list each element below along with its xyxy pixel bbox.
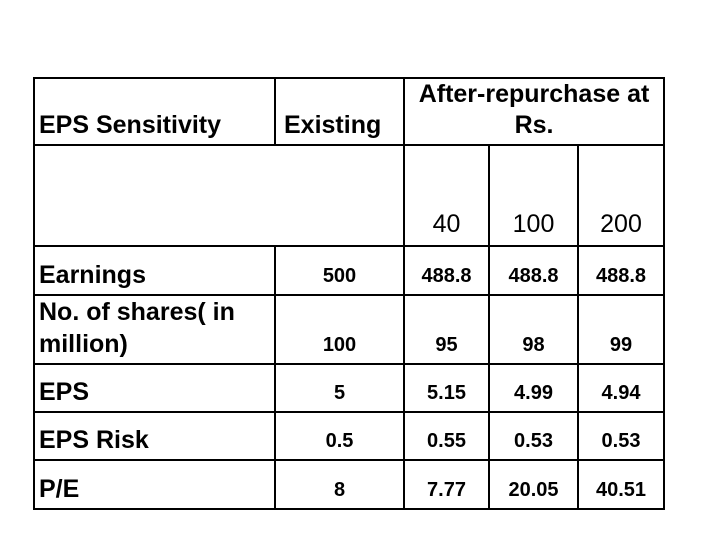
table-row-eps-risk: EPS Risk 0.5 0.55 0.53 0.53 [33,410,666,461]
row-label-eps-risk: EPS Risk [33,410,276,461]
cell-earnings-200: 488.8 [576,244,666,296]
cell-shares-existing: 100 [274,293,405,365]
header-after-repurchase: After-repurchase at Rs. [402,77,666,146]
header-existing: Existing [274,77,405,146]
cell-pe-40: 7.77 [403,458,490,510]
subheader-spacer-cell [33,143,405,247]
cell-eps-risk-existing: 0.5 [274,410,405,461]
subheader-row: 40 100 200 [33,143,666,247]
subheader-price-100: 100 [488,143,579,247]
cell-eps-existing: 5 [274,362,405,413]
header-row: EPS Sensitivity Existing After-repurchas… [33,77,666,146]
row-label-pe: P/E [33,458,276,510]
cell-earnings-existing: 500 [274,244,405,296]
cell-eps-risk-200: 0.53 [576,410,666,461]
table-row-earnings: Earnings 500 488.8 488.8 488.8 [33,244,666,296]
cell-eps-40: 5.15 [403,362,490,413]
cell-shares-200: 99 [576,293,666,365]
header-eps-sensitivity: EPS Sensitivity [33,77,276,146]
cell-pe-200: 40.51 [576,458,666,510]
cell-pe-100: 20.05 [488,458,579,510]
subheader-price-40: 40 [403,143,490,247]
eps-sensitivity-table: EPS Sensitivity Existing After-repurchas… [33,77,666,510]
cell-pe-existing: 8 [274,458,405,510]
table-row-shares: No. of shares( in million) 100 95 98 99 [33,293,666,365]
row-label-earnings: Earnings [33,244,276,296]
cell-eps-risk-40: 0.55 [403,410,490,461]
cell-shares-100: 98 [488,293,579,365]
cell-shares-40: 95 [403,293,490,365]
row-label-shares: No. of shares( in million) [33,293,276,365]
subheader-price-200: 200 [576,143,666,247]
table-row-pe: P/E 8 7.77 20.05 40.51 [33,458,666,510]
row-label-eps: EPS [33,362,276,413]
table-row-eps: EPS 5 5.15 4.99 4.94 [33,362,666,413]
cell-earnings-100: 488.8 [488,244,579,296]
cell-earnings-40: 488.8 [403,244,490,296]
cell-eps-100: 4.99 [488,362,579,413]
cell-eps-risk-100: 0.53 [488,410,579,461]
cell-eps-200: 4.94 [576,362,666,413]
